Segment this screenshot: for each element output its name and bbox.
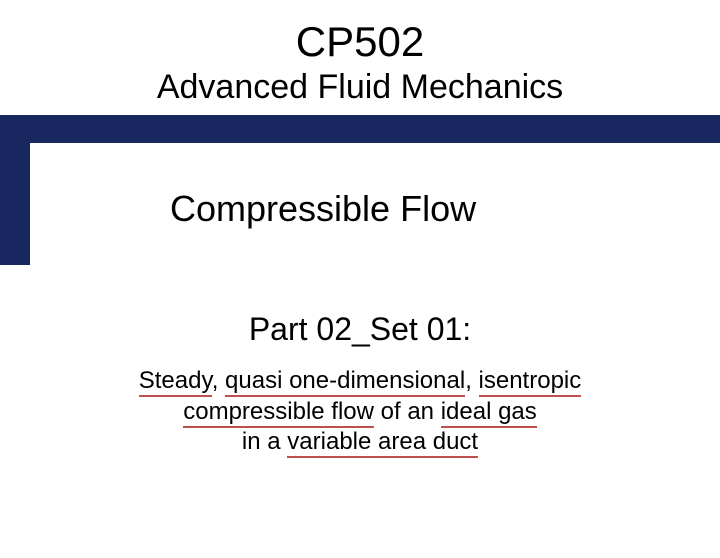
- kw-variable-area-duct: variable area duct: [287, 428, 478, 458]
- txt-in-a: in a: [242, 428, 287, 455]
- kw-steady: Steady: [139, 367, 212, 397]
- banner: Compressible Flow: [0, 115, 720, 275]
- sep: ,: [212, 367, 225, 394]
- banner-title: Compressible Flow: [170, 188, 476, 230]
- kw-compressible-flow: compressible flow: [183, 398, 374, 428]
- description: Steady, quasi one-dimensional, isentropi…: [0, 366, 720, 458]
- txt-of-an: of an: [374, 398, 441, 425]
- kw-isentropic: isentropic: [479, 367, 582, 397]
- kw-ideal-gas: ideal gas: [441, 398, 537, 428]
- sep: ,: [465, 367, 478, 394]
- kw-quasi: quasi one-dimensional: [225, 367, 465, 397]
- banner-front: Compressible Flow: [30, 143, 720, 275]
- course-title: Advanced Fluid Mechanics: [0, 68, 720, 107]
- course-code: CP502: [0, 18, 720, 66]
- part-label: Part 02_Set 01:: [0, 311, 720, 348]
